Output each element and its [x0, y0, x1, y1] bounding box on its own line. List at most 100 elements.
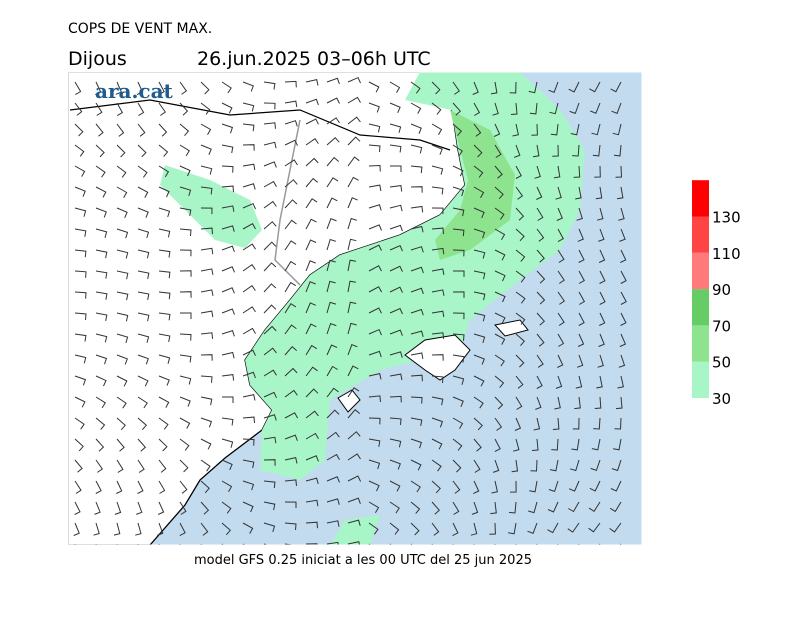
barb: [158, 375, 170, 386]
barb: [389, 395, 402, 403]
barb: [609, 522, 622, 533]
barb: [95, 228, 108, 238]
colorbar-segment: [692, 325, 709, 362]
barb: [452, 459, 462, 473]
barb: [137, 459, 145, 473]
barb: [200, 123, 212, 135]
barb: [599, 291, 606, 305]
barb: [158, 354, 171, 364]
barb: [347, 541, 361, 545]
barb: [242, 371, 256, 379]
barb: [431, 102, 442, 115]
barb: [200, 459, 211, 472]
barb: [221, 123, 234, 134]
border: [69, 99, 451, 151]
barb: [221, 165, 234, 173]
barb: [137, 102, 145, 117]
barb: [510, 102, 518, 115]
barb: [284, 434, 298, 441]
barb: [158, 81, 165, 96]
barb: [305, 432, 319, 440]
barb: [431, 354, 444, 361]
barb: [200, 522, 209, 536]
barb: [95, 81, 102, 96]
barb: [221, 308, 235, 315]
barb: [410, 225, 424, 233]
barb: [347, 156, 360, 167]
barb: [305, 455, 319, 462]
barb: [578, 291, 586, 305]
barb: [326, 520, 340, 527]
barb: [305, 344, 318, 356]
barb: [95, 333, 108, 343]
barb: [473, 249, 486, 259]
barb: [179, 123, 190, 137]
barb: [473, 417, 483, 431]
barb: [284, 412, 299, 419]
barb: [473, 438, 482, 452]
barb: [263, 180, 277, 188]
barb: [158, 417, 169, 430]
barb: [347, 475, 362, 482]
barb: [136, 81, 144, 95]
barb: [263, 200, 277, 209]
barb: [284, 389, 298, 398]
barb: [263, 81, 276, 90]
barb: [410, 246, 424, 253]
barb: [547, 501, 559, 513]
barb: [529, 102, 538, 115]
barb: [242, 243, 256, 251]
barb: [619, 333, 627, 347]
barb: [410, 417, 423, 426]
barb: [263, 369, 277, 377]
barb: [137, 291, 150, 300]
island: [494, 319, 529, 337]
barb: [242, 163, 256, 171]
barb: [326, 498, 340, 505]
barb: [305, 218, 317, 230]
barb: [74, 480, 82, 494]
barb: [326, 541, 339, 545]
barb: [242, 438, 255, 446]
barb: [530, 459, 538, 472]
barb: [74, 459, 83, 473]
barb: [620, 270, 627, 284]
barb: [368, 417, 381, 425]
barb: [74, 81, 82, 96]
barb: [389, 329, 403, 336]
wind-zone: [330, 515, 380, 545]
barb: [389, 102, 401, 113]
barb: [158, 186, 170, 198]
island: [337, 389, 361, 413]
barb: [494, 186, 504, 200]
barb: [242, 223, 256, 230]
barb: [473, 207, 485, 219]
barb: [263, 221, 277, 230]
barb: [508, 501, 517, 514]
barb: [116, 249, 129, 259]
barb: [389, 123, 402, 133]
barb: [389, 351, 403, 358]
barb: [410, 352, 424, 359]
barb: [589, 81, 601, 93]
barb: [326, 77, 340, 85]
barb: [137, 438, 147, 452]
barb: [452, 102, 462, 116]
barb: [200, 396, 213, 406]
barb: [116, 207, 128, 218]
barb: [200, 354, 213, 361]
barb: [200, 227, 213, 235]
barb: [592, 144, 601, 157]
barb: [557, 312, 565, 326]
barb: [347, 453, 361, 461]
barb: [326, 218, 337, 230]
barb: [179, 165, 191, 177]
barb: [617, 375, 624, 389]
barb: [158, 144, 169, 157]
barb: [473, 186, 485, 198]
barb: [263, 347, 277, 356]
barb: [158, 123, 168, 137]
barb: [389, 480, 401, 492]
barb: [263, 283, 277, 293]
barb: [179, 291, 192, 298]
